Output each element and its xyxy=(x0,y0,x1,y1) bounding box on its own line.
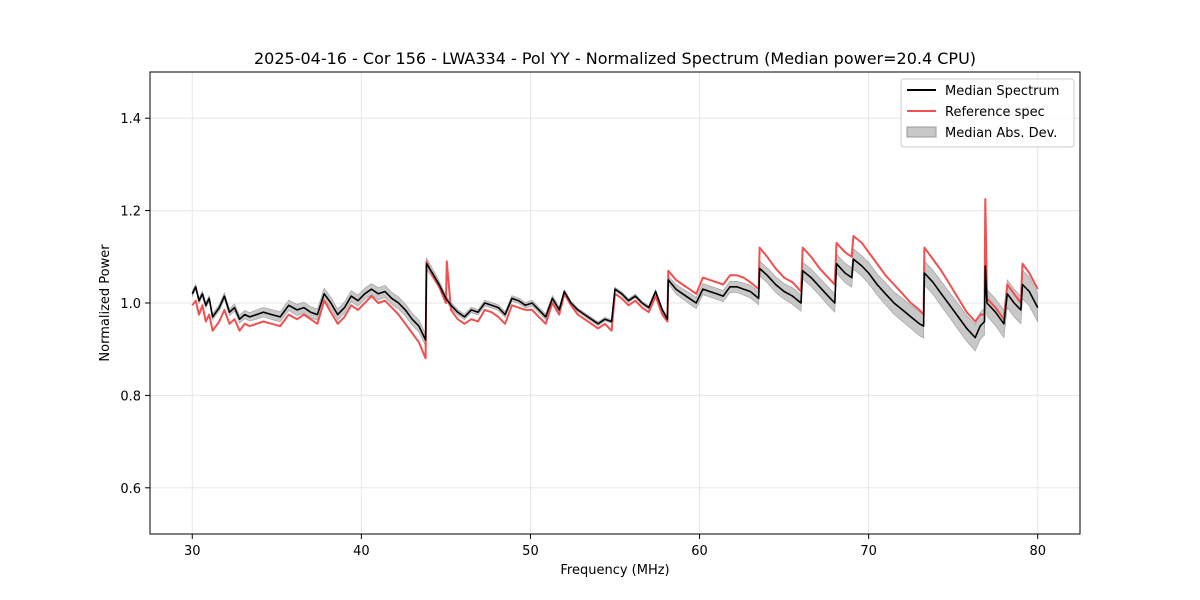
x-tick-label: 60 xyxy=(691,544,708,559)
reference-spectrum-line xyxy=(191,198,1039,360)
chart-title: 2025-04-16 - Cor 156 - LWA334 - Pol YY -… xyxy=(254,49,976,68)
legend-reference-label: Reference spec xyxy=(945,105,1045,120)
legend-mad-label: Median Abs. Dev. xyxy=(945,126,1057,141)
legend-mad-swatch xyxy=(906,126,937,138)
x-tick-label: 80 xyxy=(1029,544,1046,559)
y-tick-label: 1.4 xyxy=(120,112,141,127)
x-tick-label: 70 xyxy=(860,544,877,559)
x-axis-label: Frequency (MHz) xyxy=(560,563,669,578)
y-axis-label: Normalized Power xyxy=(98,244,113,362)
mad-band-area xyxy=(192,248,1038,352)
median-spectrum-line xyxy=(191,258,1039,341)
legend: Median Spectrum Reference spec Median Ab… xyxy=(900,78,1075,148)
x-axis-ticks: 30 40 50 60 70 80 xyxy=(184,534,1046,559)
y-axis-ticks: 0.6 0.8 1.0 1.2 1.4 xyxy=(120,112,150,497)
y-tick-label: 0.6 xyxy=(120,482,141,497)
legend-box xyxy=(900,78,1075,148)
mad-band-layer xyxy=(192,248,1038,352)
y-tick-label: 1.0 xyxy=(120,297,141,312)
y-tick-label: 0.8 xyxy=(120,389,141,404)
y-tick-label: 1.2 xyxy=(120,205,141,220)
x-tick-label: 40 xyxy=(353,544,370,559)
series-layer xyxy=(191,198,1039,360)
x-tick-label: 50 xyxy=(522,544,539,559)
x-tick-label: 30 xyxy=(184,544,201,559)
legend-median-label: Median Spectrum xyxy=(945,84,1059,99)
